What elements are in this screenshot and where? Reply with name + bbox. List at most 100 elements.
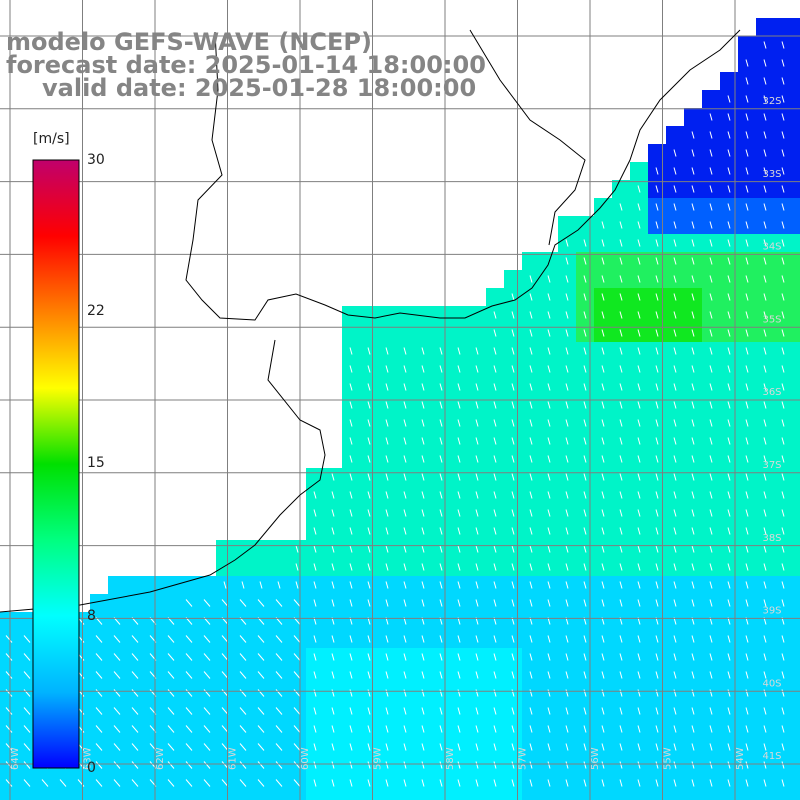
wind-arrow xyxy=(457,365,461,373)
wind-arrow xyxy=(727,311,731,319)
wind-arrow xyxy=(529,545,533,553)
wind-arrow xyxy=(727,437,731,445)
speed-cell xyxy=(126,594,144,612)
wind-arrow xyxy=(565,401,569,409)
speed-cell xyxy=(738,792,756,800)
wind-arrow xyxy=(493,383,497,391)
wind-arrow xyxy=(131,725,139,733)
wind-arrow xyxy=(691,203,695,211)
wind-arrow xyxy=(673,185,677,193)
wind-arrow xyxy=(781,95,785,103)
wind-arrow xyxy=(583,581,587,589)
wind-arrow xyxy=(781,257,785,265)
wind-arrow xyxy=(745,365,749,373)
wind-arrow xyxy=(565,635,569,643)
wind-arrow xyxy=(385,437,389,445)
speed-cell xyxy=(432,306,450,324)
wind-arrow xyxy=(295,545,299,553)
wind-arrow xyxy=(349,383,353,391)
wind-arrow xyxy=(421,761,425,769)
wind-arrow xyxy=(511,419,515,427)
wind-arrow xyxy=(619,437,623,445)
wind-arrow xyxy=(637,383,641,391)
wind-arrow xyxy=(367,419,371,427)
wind-arrow xyxy=(385,491,389,499)
wind-arrow xyxy=(439,779,443,787)
wind-arrow xyxy=(673,635,677,643)
wind-arrow xyxy=(403,455,407,463)
wind-arrow xyxy=(691,221,695,229)
wind-arrow xyxy=(293,671,301,679)
wind-arrow xyxy=(331,401,335,409)
wind-arrow xyxy=(583,257,587,265)
wind-arrow xyxy=(475,725,479,733)
wind-arrow xyxy=(457,527,461,535)
wind-arrow xyxy=(619,635,623,643)
wind-arrow xyxy=(511,491,515,499)
wind-arrow xyxy=(691,689,695,697)
wind-arrow xyxy=(385,779,389,787)
wind-arrow xyxy=(781,743,785,751)
wind-arrow xyxy=(619,275,623,283)
wind-arrow xyxy=(601,275,605,283)
wind-arrow xyxy=(421,383,425,391)
wind-arrow xyxy=(331,365,335,373)
speed-cell xyxy=(720,792,738,800)
wind-arrow xyxy=(709,725,713,733)
wind-arrow xyxy=(673,491,677,499)
wind-arrow xyxy=(421,635,425,643)
colorbar-tick-15: 15 xyxy=(87,455,105,471)
wind-arrow xyxy=(601,725,605,733)
wind-arrow xyxy=(113,725,121,733)
wind-arrow xyxy=(167,779,175,787)
river-plate-coastline xyxy=(185,29,741,321)
speed-cell xyxy=(234,540,252,558)
wind-arrow xyxy=(493,689,497,697)
wind-arrow xyxy=(275,707,283,715)
wind-arrow xyxy=(547,365,551,373)
wind-arrow xyxy=(709,131,713,139)
wind-arrow xyxy=(367,383,371,391)
wind-arrow xyxy=(709,239,713,247)
wind-arrow xyxy=(457,473,461,481)
wind-arrow xyxy=(331,455,335,463)
wind-arrow xyxy=(331,689,335,697)
wind-arrow xyxy=(41,779,49,787)
wind-arrow xyxy=(763,239,767,247)
wind-arrow xyxy=(763,257,767,265)
wind-arrow xyxy=(655,221,659,229)
wind-arrow xyxy=(781,275,785,283)
speed-cell xyxy=(792,270,800,288)
wind-arrow xyxy=(475,689,479,697)
wind-arrow xyxy=(349,527,353,535)
wind-arrow xyxy=(313,689,317,697)
wind-arrow xyxy=(367,635,371,643)
wind-arrow xyxy=(385,527,389,535)
wind-arrow xyxy=(637,707,641,715)
wind-arrow xyxy=(185,653,193,661)
wind-arrow xyxy=(239,779,247,787)
wind-arrow xyxy=(637,347,641,355)
speed-cell xyxy=(378,792,396,800)
wind-arrow xyxy=(547,689,551,697)
wind-arrow xyxy=(349,725,353,733)
wind-arrow xyxy=(475,455,479,463)
speed-cell xyxy=(792,414,800,432)
wind-arrow xyxy=(763,293,767,301)
speed-cell xyxy=(396,306,414,324)
wind-arrow xyxy=(619,581,623,589)
wind-arrow xyxy=(113,635,121,643)
wind-arrow xyxy=(385,725,389,733)
wind-arrow xyxy=(511,527,515,535)
wind-arrow xyxy=(745,257,749,265)
wind-arrow xyxy=(421,653,425,661)
wind-arrow xyxy=(385,743,389,751)
wind-arrow xyxy=(257,689,265,697)
wind-arrow xyxy=(511,671,515,679)
wind-arrow xyxy=(763,311,767,319)
wind-arrow xyxy=(565,779,569,787)
wind-arrow xyxy=(493,725,497,733)
wind-arrow xyxy=(475,401,479,409)
wind-arrow xyxy=(95,761,103,769)
